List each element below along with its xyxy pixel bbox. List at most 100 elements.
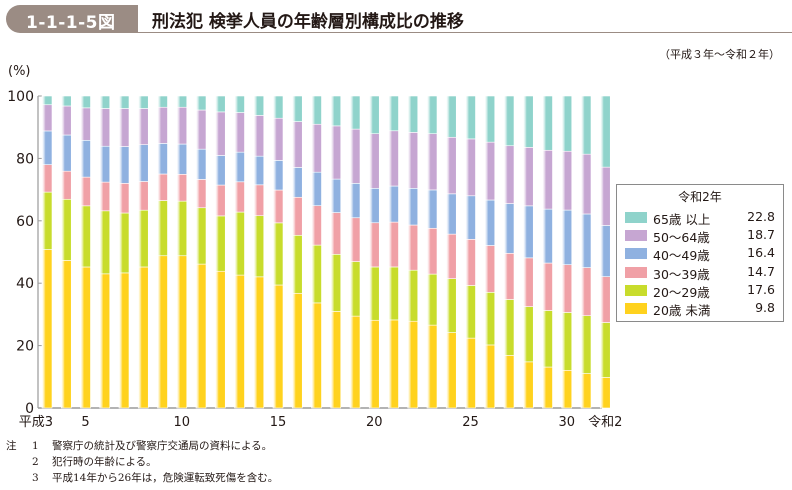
bar-segment-30-39 [407,224,419,271]
x-tick-label: 25 [462,415,479,430]
bar-segment-65plus [580,95,592,155]
legend-item: 40～49歳 16.4 [625,245,775,263]
bar-segment-30-39 [99,181,111,212]
bar-segment-30-39 [503,253,515,300]
bar-segment-50-64 [137,108,149,145]
bar-segment-50-64 [484,141,496,201]
bar-segment-65plus [542,95,553,151]
bar-segment-40-49 [599,225,611,277]
x-tick-label: 令和2 [588,415,622,430]
bar-segment-u20 [561,369,573,409]
bar-segment-40-49 [195,148,207,180]
bar-segment-65plus [118,95,130,109]
x-tick-label: 5 [81,415,89,430]
bar-segment-40-49 [368,188,380,224]
bar-segment-30-39 [580,267,592,317]
bar-segment-u20 [484,344,496,409]
bar-segment-50-64 [465,138,476,197]
legend-item: 20～29歳 17.6 [625,282,775,300]
bar-segment-50-64 [330,125,342,180]
bar-segment-u20 [445,332,457,409]
bar-segment-20-29 [118,212,130,274]
period-label: （平成３年～令和２年） [659,48,780,61]
bar-segment-40-49 [349,183,361,219]
bar-segment-50-64 [522,147,534,207]
bar-segment-40-49 [118,146,130,184]
bar-segment-20-29 [195,207,207,265]
bar-segment-u20 [311,302,322,409]
bar-segment-30-39 [368,222,380,268]
note-text: 犯行時の年齢による。 [52,456,157,468]
bar-segment-30-39 [330,212,342,255]
bar-segment-50-64 [176,106,188,145]
bar-segment-40-49 [465,195,476,240]
bar-segment-65plus [234,95,245,113]
bar-segment-20-29 [157,200,168,257]
legend-item: 20歳 未満 9.8 [625,300,775,318]
bar-segment-65plus [272,95,284,119]
bar-segment-65plus [445,95,457,138]
bar-segment-40-49 [426,189,438,229]
bar-segment-30-39 [157,173,168,201]
bar-segment-u20 [214,270,226,409]
bar-segment-u20 [234,274,245,409]
bar-segment-50-64 [599,166,611,226]
bar-segment-65plus [80,95,91,109]
bar-segment-30-39 [542,262,553,311]
legend-label: 20～29歳 [653,284,710,300]
note-number: 3 [32,472,39,484]
bar-segment-30-39 [118,183,130,214]
bar-segment-50-64 [542,149,553,210]
bar-segment-u20 [503,355,515,409]
bar-segment-u20 [465,337,476,409]
bar-segment-30-39 [561,264,573,313]
y-tick-label: 60 [16,214,34,230]
bar-segment-20-29 [426,273,438,326]
stacked-bar-chart: 0 20 40 60 80 100 平成3 5 10 15 20 25 30 令和2 [7,89,622,430]
bar-segment-u20 [407,320,419,409]
note-text: 平成14年から26年は，危険運転致死傷を含む。 [52,472,279,484]
note-number: 2 [32,456,39,468]
bar-segment-u20 [60,260,72,409]
bar-segment-40-49 [253,155,265,186]
bar-segment-65plus [407,95,419,133]
bar-segment-u20 [426,324,438,409]
bar-segment-50-64 [349,128,361,184]
bar-segment-20-29 [599,322,611,378]
bar-segment-40-49 [388,185,399,223]
bar-segment-40-49 [157,143,168,175]
bar-segment-30-39 [214,184,226,217]
bar-segment-40-49 [99,145,111,183]
bar-segment-30-39 [599,276,611,323]
bar-segment-40-49 [330,178,342,213]
legend: 令和2年 65歳 以上 22.8 50～64歳 18.7 40～49歳 16.4 30～39… [616,184,784,322]
bar-segment-40-49 [484,199,496,246]
bar-segment-20-29 [272,222,284,286]
bar-segment-50-64 [234,112,245,153]
bar-segment-30-39 [311,205,322,246]
bar-segment-20-29 [484,291,496,346]
bar-segment-20-29 [234,211,245,276]
bar-segment-65plus [214,95,226,113]
bar-segment-65plus [522,95,534,148]
bar-segment-20-29 [561,312,573,371]
bar-segment-30-39 [80,176,91,207]
bar-segment-30-39 [522,257,534,307]
bar-segment-30-39 [484,245,496,293]
bar-segment-40-49 [137,144,149,182]
bar-segment-30-39 [426,227,438,275]
bar-segment-u20 [157,255,168,409]
legend-swatch [625,303,647,314]
figure-number: 1-1-1-5図 [26,13,116,33]
note-text: 警察庁の統計及び警察庁交通局の資料による。 [52,440,273,452]
note-mark: 注 [6,440,17,452]
bar-segment-50-64 [80,107,91,141]
bar-segment-u20 [522,361,534,409]
bar-segment-20-29 [291,234,303,294]
bar-segment-20-29 [522,306,534,363]
bar-segment-20-29 [580,315,592,374]
bar-segment-u20 [599,377,611,409]
bar-segment-30-39 [445,233,457,279]
bar-segment-u20 [195,263,207,409]
bar-segment-30-39 [41,164,53,193]
